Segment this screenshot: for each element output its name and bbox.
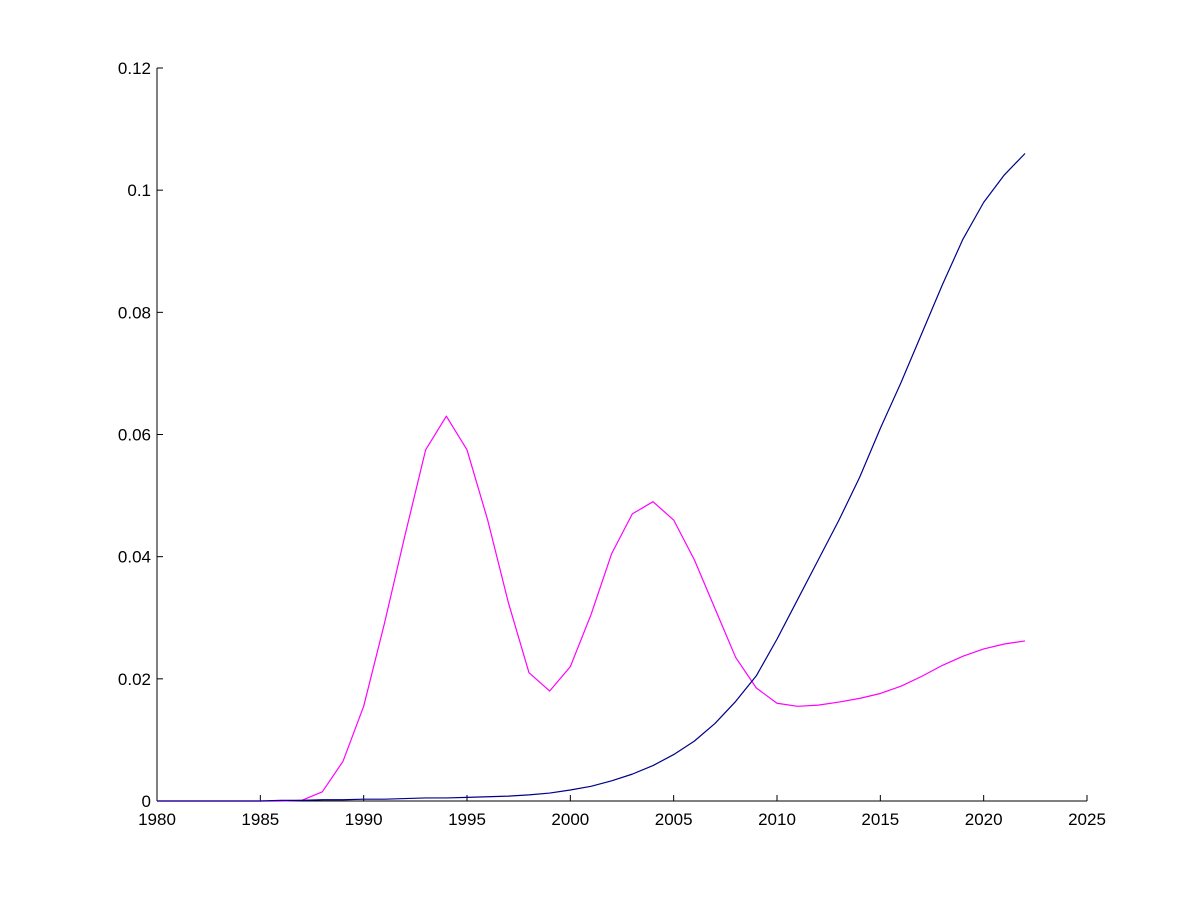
x-tick-label: 2015 <box>861 810 899 829</box>
x-tick-label: 1985 <box>241 810 279 829</box>
x-tick-label: 2005 <box>655 810 693 829</box>
x-tick-label: 1990 <box>345 810 383 829</box>
y-tick-label: 0.02 <box>118 670 151 689</box>
x-tick-label: 1980 <box>138 810 176 829</box>
x-tick-label: 2010 <box>758 810 796 829</box>
axes: 1980 1985 1990 1995 2000 2005 2010 2015 2020 2025… <box>118 59 1106 829</box>
x-tick-label: 2025 <box>1068 810 1106 829</box>
x-tick-label: 2020 <box>965 810 1003 829</box>
y-tick-label: 0.04 <box>118 548 151 567</box>
y-tick-label: 0.08 <box>118 303 151 322</box>
series-layer <box>157 153 1026 802</box>
y-tick-label: 0.06 <box>118 426 151 445</box>
x-tick-label: 2000 <box>551 810 589 829</box>
series-line-1 <box>157 415 1026 802</box>
y-tick-label: 0.12 <box>118 59 151 78</box>
y-tick-label: 0.1 <box>127 181 151 200</box>
y-tick-label: 0 <box>142 792 151 811</box>
x-tick-label: 1995 <box>448 810 486 829</box>
series-line-2 <box>157 153 1026 802</box>
